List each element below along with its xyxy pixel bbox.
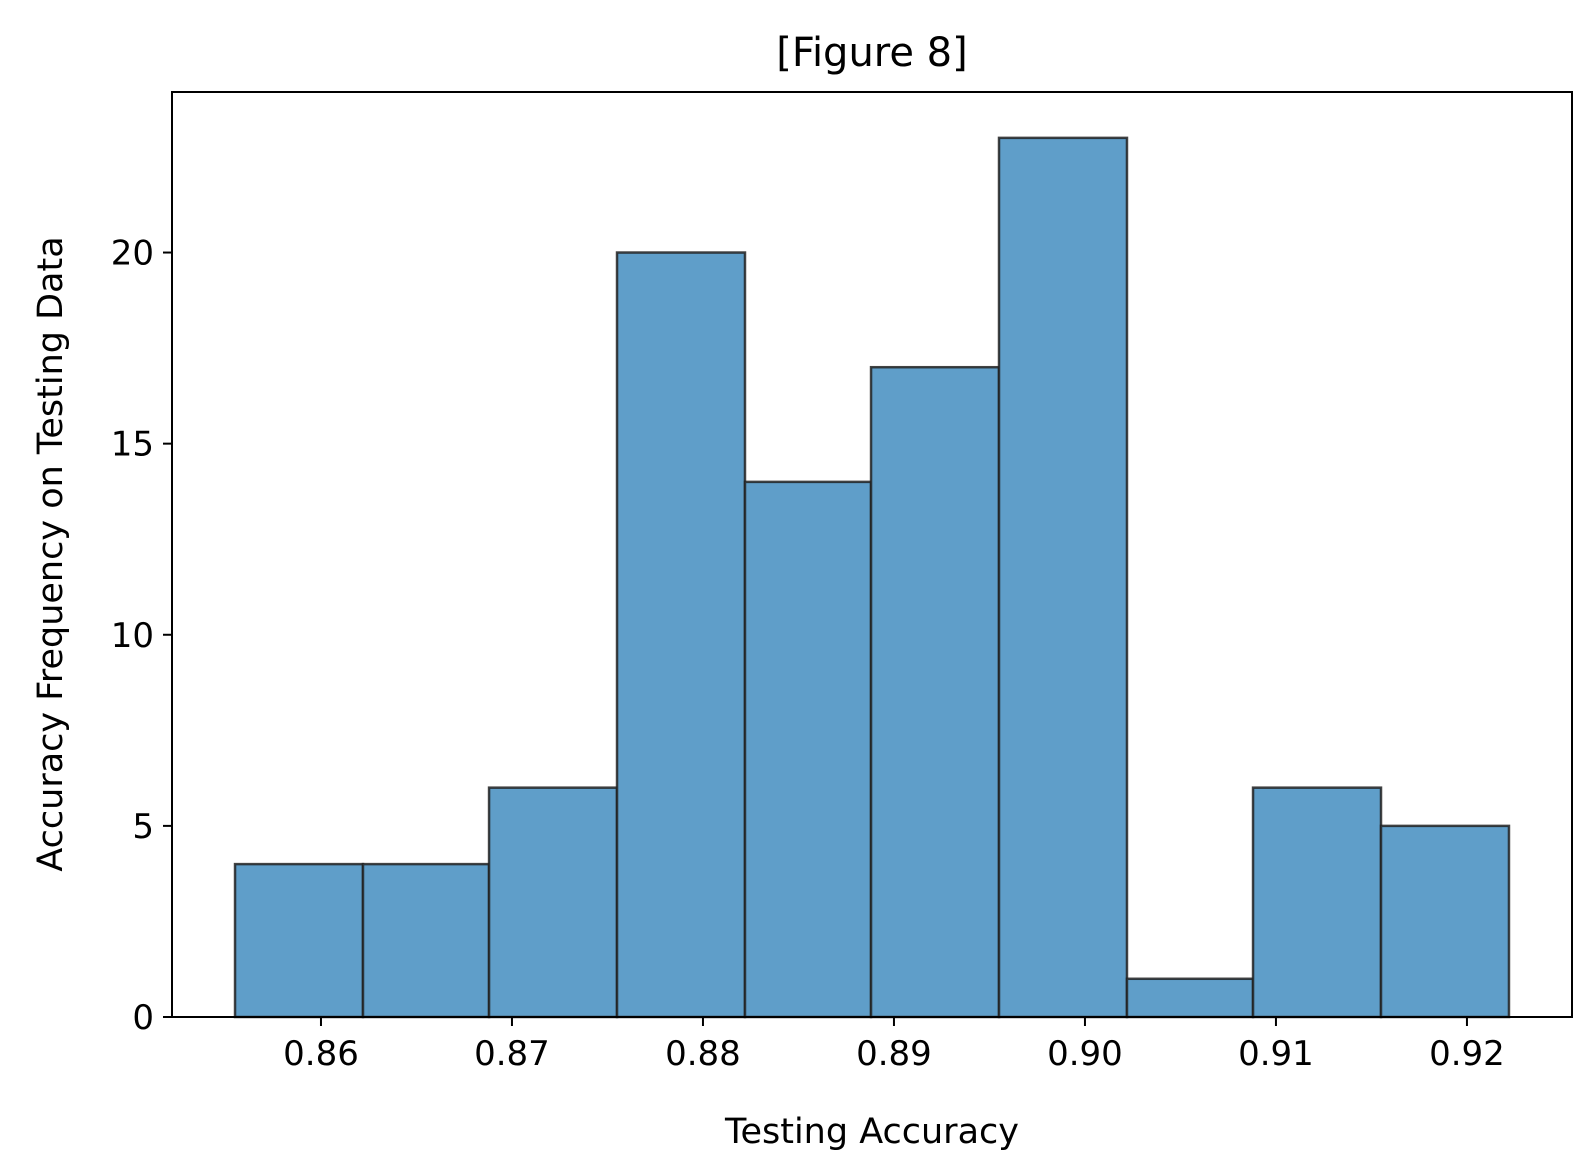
x-tick-label: 0.89 xyxy=(856,1034,932,1074)
x-axis-label: Testing Accuracy xyxy=(724,1112,1019,1152)
y-tick-label: 0 xyxy=(132,998,154,1038)
histogram-bar xyxy=(743,480,873,1019)
y-tick-label: 5 xyxy=(132,807,154,847)
bars-layer xyxy=(233,136,1511,1019)
y-tick-label: 20 xyxy=(111,234,154,274)
histogram-bar xyxy=(1379,824,1511,1019)
y-axis-ticks: 0 5 10 15 20 xyxy=(111,234,172,1038)
x-tick-label: 0.90 xyxy=(1047,1034,1123,1074)
x-axis-ticks: 0.86 0.87 0.88 0.89 0.90 0.91 0.92 xyxy=(283,1017,1505,1074)
x-tick-label: 0.88 xyxy=(665,1034,741,1074)
y-axis-label: Accuracy Frequency on Testing Data xyxy=(31,236,71,871)
x-tick-label: 0.86 xyxy=(283,1034,359,1074)
histogram-bar xyxy=(615,251,747,1019)
histogram-bar xyxy=(869,365,1001,1019)
histogram-bar xyxy=(487,786,619,1019)
y-tick-label: 10 xyxy=(111,616,154,656)
x-tick-label: 0.92 xyxy=(1429,1034,1505,1074)
x-tick-label: 0.91 xyxy=(1238,1034,1314,1074)
histogram-bar xyxy=(361,862,491,1019)
histogram-bar xyxy=(1251,786,1383,1019)
y-tick-label: 15 xyxy=(111,425,154,465)
histogram-bar xyxy=(997,136,1129,1019)
histogram-bar xyxy=(1125,977,1255,1019)
x-tick-label: 0.87 xyxy=(474,1034,550,1074)
histogram-bar xyxy=(233,862,365,1019)
plot-frame xyxy=(171,91,1573,1018)
chart-title: [Figure 8] xyxy=(776,30,968,76)
